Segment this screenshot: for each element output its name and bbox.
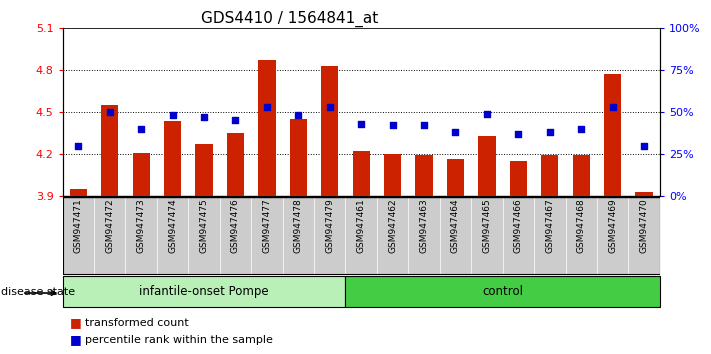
Text: percentile rank within the sample: percentile rank within the sample — [85, 335, 273, 345]
Bar — [565, 197, 597, 275]
Bar — [220, 197, 251, 275]
Bar — [164, 121, 181, 196]
Text: control: control — [482, 285, 523, 298]
Bar — [289, 119, 307, 196]
Text: GSM947464: GSM947464 — [451, 199, 460, 253]
Bar — [353, 151, 370, 196]
Bar — [63, 276, 346, 307]
Bar — [408, 197, 440, 275]
Text: GSM947468: GSM947468 — [577, 199, 586, 253]
Bar — [534, 197, 565, 275]
Bar — [604, 74, 621, 196]
Bar — [377, 197, 408, 275]
Bar — [132, 153, 150, 196]
Text: GSM947475: GSM947475 — [200, 199, 208, 253]
Bar — [70, 189, 87, 196]
Bar — [63, 197, 94, 275]
Point — [481, 111, 493, 116]
Text: GDS4410 / 1564841_at: GDS4410 / 1564841_at — [201, 11, 378, 27]
Text: ■: ■ — [70, 316, 82, 329]
Text: ■: ■ — [70, 333, 82, 346]
Point — [73, 143, 84, 148]
Bar — [321, 66, 338, 196]
Text: GSM947467: GSM947467 — [545, 199, 555, 253]
Point — [104, 109, 115, 115]
Text: GSM947461: GSM947461 — [357, 199, 365, 253]
Bar — [101, 105, 118, 196]
Text: GSM947466: GSM947466 — [514, 199, 523, 253]
Bar — [384, 154, 401, 196]
Text: GSM947473: GSM947473 — [137, 199, 146, 253]
Bar — [471, 197, 503, 275]
Point — [261, 104, 272, 110]
Point — [638, 143, 650, 148]
Point — [450, 129, 461, 135]
Bar — [629, 197, 660, 275]
Text: GSM947470: GSM947470 — [640, 199, 648, 253]
Bar — [94, 197, 125, 275]
Text: transformed count: transformed count — [85, 318, 189, 328]
Text: GSM947474: GSM947474 — [168, 199, 177, 253]
Text: GSM947478: GSM947478 — [294, 199, 303, 253]
Bar — [157, 197, 188, 275]
Point — [607, 104, 619, 110]
Text: GSM947477: GSM947477 — [262, 199, 272, 253]
Bar — [447, 160, 464, 196]
Point — [136, 126, 147, 132]
Point — [293, 113, 304, 118]
Bar — [636, 192, 653, 196]
Bar — [503, 197, 534, 275]
Point — [230, 118, 241, 123]
Point — [575, 126, 587, 132]
Bar — [479, 136, 496, 196]
Bar — [346, 276, 660, 307]
Text: GSM947465: GSM947465 — [483, 199, 491, 253]
Text: GSM947472: GSM947472 — [105, 199, 114, 253]
Bar — [440, 197, 471, 275]
Text: disease state: disease state — [1, 286, 75, 297]
Bar — [510, 161, 527, 196]
Bar — [196, 144, 213, 196]
Point — [418, 122, 429, 128]
Bar — [227, 133, 244, 196]
Bar — [415, 155, 433, 196]
Bar — [314, 197, 346, 275]
Bar — [572, 155, 590, 196]
Point — [324, 104, 336, 110]
Text: GSM947463: GSM947463 — [419, 199, 429, 253]
Point — [513, 131, 524, 137]
Point — [198, 114, 210, 120]
Bar — [282, 197, 314, 275]
Point — [387, 122, 398, 128]
Bar — [258, 61, 276, 196]
Bar — [125, 197, 157, 275]
Bar — [597, 197, 629, 275]
Point — [356, 121, 367, 127]
Point — [167, 113, 178, 118]
Text: GSM947476: GSM947476 — [231, 199, 240, 253]
Bar — [346, 197, 377, 275]
Bar — [188, 197, 220, 275]
Text: infantile-onset Pompe: infantile-onset Pompe — [139, 285, 269, 298]
Text: GSM947471: GSM947471 — [74, 199, 82, 253]
Bar — [251, 197, 282, 275]
Text: GSM947462: GSM947462 — [388, 199, 397, 253]
Text: GSM947479: GSM947479 — [325, 199, 334, 253]
Bar — [541, 155, 558, 196]
Point — [544, 129, 555, 135]
Text: GSM947469: GSM947469 — [608, 199, 617, 253]
